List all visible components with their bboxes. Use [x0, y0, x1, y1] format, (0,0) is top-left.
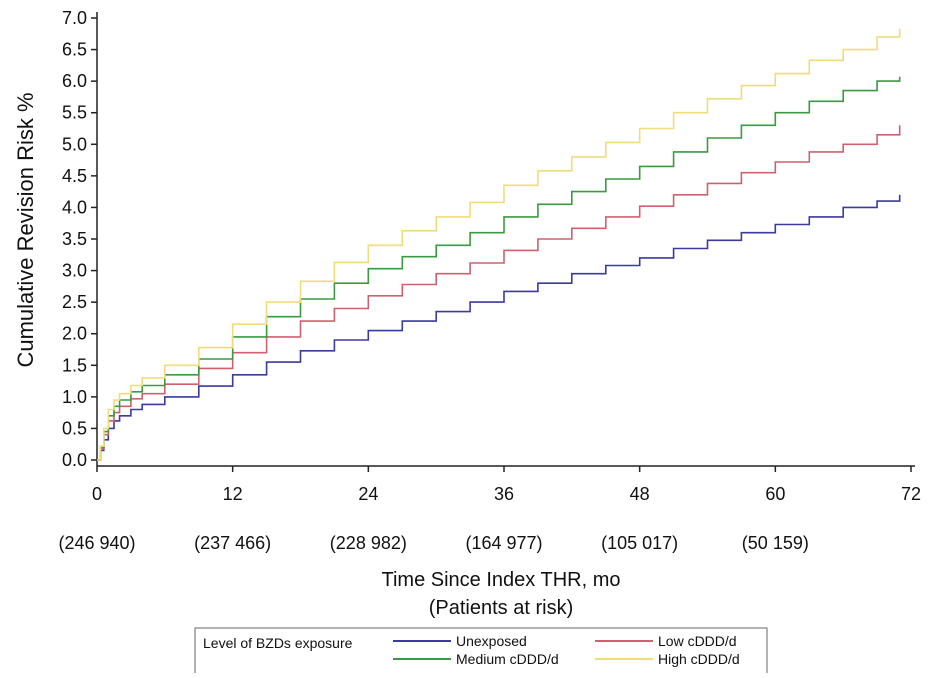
- legend-box: [194, 627, 768, 675]
- y-tick-label: 0.5: [62, 418, 87, 438]
- y-tick-label: 5.5: [62, 103, 87, 123]
- y-tick-label: 1.5: [62, 355, 87, 375]
- legend-label-low-cddd-d: Low cDDD/d: [658, 633, 737, 649]
- series-lines: [97, 28, 901, 461]
- y-tick-label: 3.5: [62, 229, 87, 249]
- x-axis-label: Time Since Index THR, mo: [382, 569, 621, 591]
- series-line-low-cddd-d: [97, 125, 901, 461]
- x-tick-label: 12: [223, 484, 243, 504]
- at-risk-label: (228 982): [330, 533, 407, 553]
- y-tick-label: 1.0: [62, 387, 87, 407]
- series-line-medium-cddd-d: [97, 76, 901, 461]
- x-axis-sublabel: (Patients at risk): [429, 597, 573, 619]
- series-line-high-cddd-d: [97, 28, 901, 461]
- at-risk-label: (237 466): [194, 533, 271, 553]
- at-risk-labels: (246 940) (237 466) (228 982) (164 977) (105…: [58, 533, 808, 553]
- y-tick-label: 6.5: [62, 40, 87, 60]
- legend-label-high-cddd-d: High cDDD/d: [658, 651, 740, 667]
- legend: Level of BZDs exposure Unexposed Low cDDD…: [194, 627, 768, 675]
- y-tick-label: 5.0: [62, 134, 87, 154]
- y-tick-label: 3.0: [62, 261, 87, 281]
- x-tick-label: 60: [765, 484, 785, 504]
- x-tick-label: 48: [630, 484, 650, 504]
- at-risk-label: (105 017): [601, 533, 678, 553]
- legend-label-unexposed: Unexposed: [456, 633, 527, 649]
- legend-items: Unexposed Low cDDD/d Medium cDDD/d High cDD…: [393, 633, 740, 667]
- y-tick-label: 2.0: [62, 324, 87, 344]
- legend-label-medium-cddd-d: Medium cDDD/d: [456, 651, 559, 667]
- y-tick-label: 7.0: [62, 8, 87, 28]
- legend-title: Level of BZDs exposure: [203, 635, 353, 651]
- at-risk-label: (50 159): [742, 533, 809, 553]
- series-line-unexposed: [97, 194, 901, 461]
- y-tick-label: 2.5: [62, 292, 87, 312]
- at-risk-label: (246 940): [58, 533, 135, 553]
- y-ticks: 0.0 0.5 1.0 1.5 2.0 2.5 3.0 3.5 4.0 4.5 5.0 5.5 6.0 6…: [62, 8, 97, 470]
- y-tick-label: 0.0: [62, 450, 87, 470]
- axes: [96, 12, 915, 467]
- y-tick-label: 4.5: [62, 166, 87, 186]
- y-tick-label: 6.0: [62, 71, 87, 91]
- x-tick-label: 72: [901, 484, 921, 504]
- x-ticks: 0 12 24 36 48 60 72: [92, 466, 921, 504]
- x-tick-label: 0: [92, 484, 102, 504]
- x-tick-label: 36: [494, 484, 514, 504]
- y-tick-label: 4.0: [62, 197, 87, 217]
- at-risk-label: (164 977): [465, 533, 542, 553]
- x-tick-label: 24: [358, 484, 378, 504]
- y-axis-label: Cumulative Revision Risk %: [13, 92, 38, 367]
